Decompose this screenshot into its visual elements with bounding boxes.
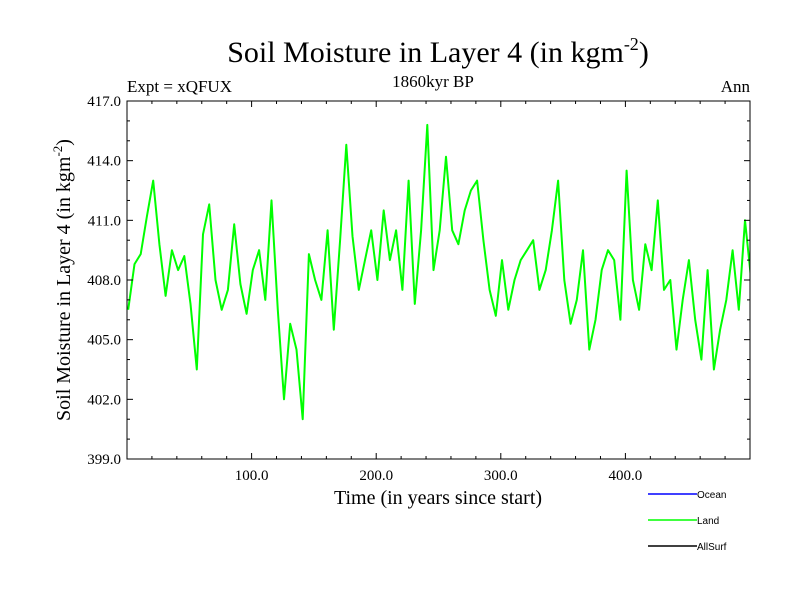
x-tick-label: 400.0 <box>609 468 643 484</box>
series-line-land <box>127 123 750 421</box>
y-tick-label: 402.0 <box>87 392 121 408</box>
y-axis-label-superscript: -2 <box>50 146 65 157</box>
chart-title: Soil Moisture in Layer 4 (in kgm-2) <box>227 34 649 69</box>
y-tick-label: 411.0 <box>88 213 121 229</box>
chart-title-superscript: -2 <box>624 34 639 54</box>
y-tick-label: 405.0 <box>87 333 121 349</box>
plot-frame <box>126 100 751 460</box>
series-group <box>127 123 750 421</box>
legend-label-ocean: Ocean <box>697 490 726 501</box>
legend-label-allsurf: AllSurf <box>697 542 727 553</box>
x-tick-label: 200.0 <box>359 468 393 484</box>
y-axis-label: Soil Moisture in Layer 4 (in kgm-2) <box>50 139 75 421</box>
chart-title-close: ) <box>639 36 649 69</box>
y-tick-label: 399.0 <box>87 452 121 468</box>
chart-subtitle: 1860kyr BP <box>392 72 474 91</box>
y-axis-label-close: ) <box>53 139 75 146</box>
season-label: Ann <box>721 77 751 96</box>
x-axis-label: Time (in years since start) <box>334 487 542 509</box>
y-axis-label-text: Soil Moisture in Layer 4 (in kgm <box>53 156 75 421</box>
y-tick-label: 417.0 <box>87 94 121 110</box>
chart-title-text: Soil Moisture in Layer 4 (in kgm <box>227 36 624 69</box>
ticks-group: 100.0 200.0 300.0 400.0 399.0 402.0 405.0 408.0… <box>87 94 750 484</box>
x-tick-label: 100.0 <box>235 468 269 484</box>
x-tick-label: 300.0 <box>484 468 518 484</box>
y-tick-label: 414.0 <box>87 154 121 170</box>
y-tick-label: 408.0 <box>87 273 121 289</box>
experiment-label: Expt = xQFUX <box>127 77 232 96</box>
legend-label-land: Land <box>697 516 719 527</box>
legend: Ocean Land AllSurf <box>648 490 727 553</box>
